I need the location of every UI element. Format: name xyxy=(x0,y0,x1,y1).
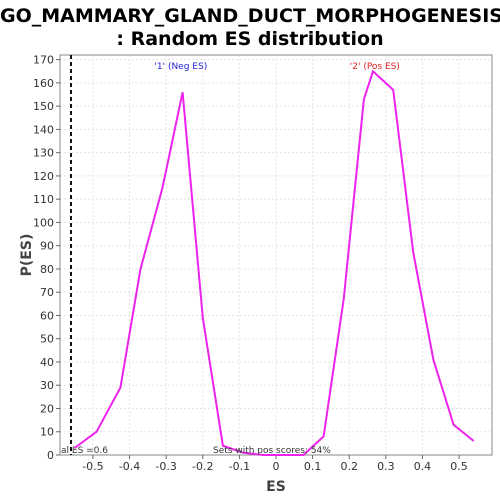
annotations: '1' (Neg ES) '2' (Pos ES) xyxy=(154,62,400,72)
y-tick-label: 170 xyxy=(33,54,54,67)
y-tick-label: 60 xyxy=(40,309,54,322)
x-tick-label: -0.3 xyxy=(155,460,176,473)
y-tick-label: 10 xyxy=(40,426,54,439)
y-tick-label: 20 xyxy=(40,402,54,415)
y-tick-label: 140 xyxy=(33,123,54,136)
y-tick-label: 0 xyxy=(47,449,54,462)
x-tick-label: 0.1 xyxy=(304,460,322,473)
y-tick-label: 40 xyxy=(40,356,54,369)
x-tick-label: -0.1 xyxy=(229,460,250,473)
y-tick-label: 100 xyxy=(33,216,54,229)
y-tick-label: 120 xyxy=(33,170,54,183)
y-tick-label: 50 xyxy=(40,333,54,346)
x-tick-label: 0.4 xyxy=(414,460,432,473)
x-tick-label: 0.5 xyxy=(450,460,468,473)
x-tick-label: 0.3 xyxy=(377,460,395,473)
y-axis-label: P(ES) xyxy=(19,234,35,277)
y-tick-label: 160 xyxy=(33,77,54,90)
x-axis-label: ES xyxy=(266,479,286,495)
x-tick-label: 0 xyxy=(273,460,280,473)
x-tick-label: 0.2 xyxy=(340,460,358,473)
grid xyxy=(60,55,492,455)
y-tick-label: 80 xyxy=(40,263,54,276)
series-line xyxy=(75,71,474,455)
x-tick-label: -0.5 xyxy=(82,460,103,473)
observed-es-label: al ES =0.6 xyxy=(61,446,108,456)
series-annotation: '1' (Neg ES) xyxy=(154,62,207,72)
y-axis: 0 10 20 30 40 50 60 70 80 90 100 110 120 130 140 150 160… xyxy=(33,54,60,462)
y-tick-label: 130 xyxy=(33,147,54,160)
y-tick-label: 70 xyxy=(40,286,54,299)
y-tick-label: 30 xyxy=(40,379,54,392)
x-tick-label: -0.2 xyxy=(192,460,213,473)
y-tick-label: 150 xyxy=(33,100,54,113)
y-tick-label: 90 xyxy=(40,240,54,253)
footer-note: Sets with pos scores: 54% xyxy=(213,446,331,456)
x-axis: -0.5 -0.4 -0.3 -0.2 -0.1 0 0.1 0.2 0.3 0.4 0.5 xyxy=(82,455,468,473)
y-tick-label: 110 xyxy=(33,193,54,206)
x-tick-label: -0.4 xyxy=(119,460,140,473)
series-annotation: '2' (Pos ES) xyxy=(350,62,400,72)
